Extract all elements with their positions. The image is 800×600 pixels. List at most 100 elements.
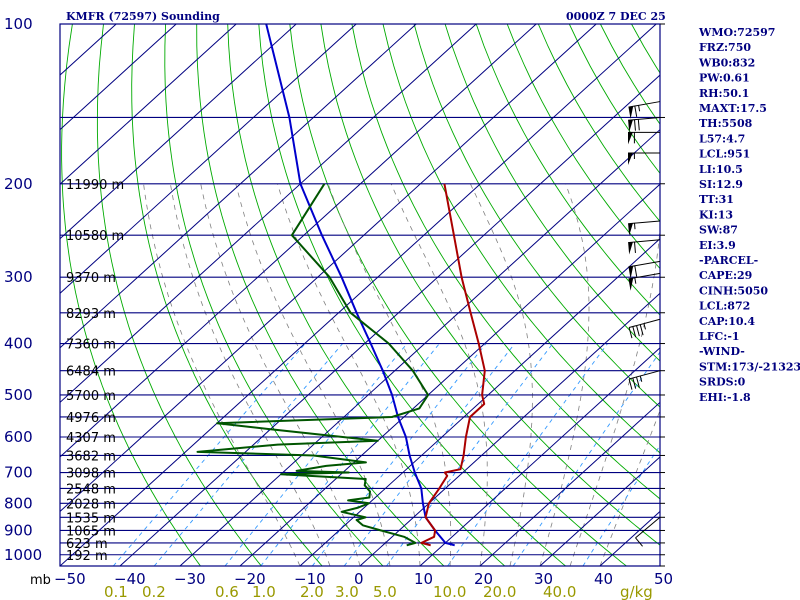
wind-barb-feather <box>635 537 643 547</box>
pressure-tick-label: 600 <box>4 428 33 446</box>
wind-barb-feather <box>634 105 638 117</box>
index-value: L57:4.7 <box>699 132 745 145</box>
wind-barb <box>628 131 660 145</box>
mixing-ratio-label: 1.0 <box>252 583 276 600</box>
height-label: 623 m <box>66 537 108 552</box>
index-value: KI:13 <box>699 208 733 221</box>
wind-barb-staff <box>628 370 661 380</box>
mixing-ratio-line <box>153 343 344 566</box>
index-value: MAXT:17.5 <box>699 102 767 115</box>
wind-barb <box>635 516 661 547</box>
wind-barb-feather <box>636 376 640 388</box>
index-value: -PARCEL- <box>699 254 758 267</box>
mixing-ratio-label: 0.6 <box>215 583 239 600</box>
temperature-tick-label: 50 <box>654 570 673 588</box>
wind-barb <box>628 272 661 291</box>
index-value: LCL:951 <box>699 148 750 161</box>
moist-adiabat <box>200 183 361 566</box>
wind-barb-half <box>634 277 637 284</box>
isotherm <box>60 24 657 566</box>
sounding-time: 0000Z 7 DEC 25 <box>566 10 666 23</box>
index-value: CINH:5050 <box>699 284 768 297</box>
wind-barb <box>628 220 661 236</box>
pressure-tick-label: 200 <box>4 175 33 193</box>
isotherm <box>539 456 660 566</box>
index-value: TT:31 <box>699 193 734 206</box>
height-label: 5700 m <box>66 389 116 404</box>
height-label: 11990 m <box>66 178 124 193</box>
mixing-ratio-label: 0.2 <box>142 583 166 600</box>
temperature-tick-label: −30 <box>174 570 206 588</box>
wind-barb-half <box>633 223 636 230</box>
pressure-unit-label: mb <box>30 573 51 588</box>
wind-barb-flag <box>628 132 633 145</box>
pressure-tick-label: 400 <box>4 335 33 353</box>
index-value: SI:12.9 <box>699 178 743 191</box>
index-value: -WIND- <box>699 345 745 358</box>
wind-barb-flag <box>628 242 633 255</box>
wind-barb-half <box>639 375 643 382</box>
pressure-tick-label: 1000 <box>4 546 42 564</box>
wind-barb-feather <box>637 119 640 131</box>
wind-barb-staff <box>628 101 661 108</box>
wind-barb-feather <box>628 378 633 390</box>
mixing-ratio-line <box>112 343 306 566</box>
height-label: 1535 m <box>66 511 116 526</box>
height-label: 4307 m <box>66 431 116 446</box>
index-value: LFC:-1 <box>699 330 740 343</box>
wind-barb-half <box>638 105 641 112</box>
mixing-ratio-label: 10.0 <box>433 583 466 600</box>
height-label: 4976 m <box>66 411 116 426</box>
dry-adiabat <box>382 24 660 454</box>
mixing-ratio-line <box>224 343 408 566</box>
height-label: 2548 m <box>66 482 116 497</box>
index-value: EI:3.9 <box>699 239 736 252</box>
wind-barb <box>628 239 661 255</box>
dry-adiabat <box>351 24 660 500</box>
dry-adiabat <box>506 24 660 270</box>
pressure-tick-label: 300 <box>4 268 33 286</box>
wind-barb-feather <box>633 241 636 254</box>
pressure-tick-label: 100 <box>4 15 33 33</box>
temperature-tick-label: 30 <box>534 570 553 588</box>
moist-adiabat <box>390 183 488 566</box>
height-label: 8293 m <box>66 307 116 322</box>
moist-adiabat <box>277 183 421 566</box>
index-value: WMO:72597 <box>698 26 775 39</box>
wind-barb-flag <box>628 106 634 119</box>
wind-barb-flag <box>628 278 634 291</box>
wind-barb-flag <box>628 223 633 236</box>
wind-barb <box>628 318 661 339</box>
height-label: 9370 m <box>66 271 116 286</box>
isotherm <box>239 183 660 566</box>
isotherm <box>60 24 477 404</box>
mixing-ratio-line <box>343 343 516 566</box>
index-value: FRZ:750 <box>699 41 751 54</box>
height-label: 3098 m <box>66 467 116 482</box>
isotherm <box>179 128 660 566</box>
wind-barb-feather <box>628 327 633 339</box>
temperature-tick-label: 20 <box>474 570 493 588</box>
moist-adiabat <box>539 183 590 566</box>
dry-adiabat <box>96 24 262 566</box>
pressure-tick-label: 800 <box>4 494 33 512</box>
wind-barb-flag <box>628 119 633 133</box>
height-label: 192 m <box>66 549 108 564</box>
moist-adiabat <box>235 183 391 566</box>
isotherm <box>60 24 357 294</box>
index-value: LCL:872 <box>699 300 750 313</box>
dry-adiabat <box>258 24 566 566</box>
moist-adiabat <box>170 183 331 566</box>
height-label: 7360 m <box>66 338 116 353</box>
index-value: CAPE:29 <box>699 269 752 282</box>
mixing-ratio-line <box>260 343 440 566</box>
mixing-ratio-line <box>386 343 554 566</box>
wind-barb <box>628 116 661 133</box>
mixing-ratio-label: 20.0 <box>483 583 516 600</box>
pressure-tick-label: 700 <box>4 464 33 482</box>
isotherm <box>60 24 597 513</box>
temperature-tick-label: −40 <box>114 570 146 588</box>
height-label: 2028 m <box>66 497 116 512</box>
mixing-ratio-label: 3.0 <box>335 583 359 600</box>
